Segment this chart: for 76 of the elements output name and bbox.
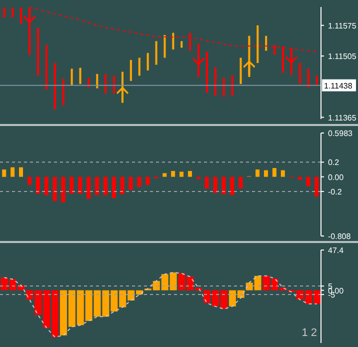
- bar: [316, 76, 318, 86]
- bar: [204, 176, 209, 189]
- bar: [36, 176, 40, 194]
- bar: [214, 67, 216, 96]
- bar: [96, 74, 98, 88]
- y-tick-label: 1.11365: [328, 113, 357, 122]
- bar: [104, 74, 107, 94]
- bar: [222, 78, 225, 97]
- bar: [155, 41, 158, 65]
- y-tick-label: 0.5983: [328, 129, 354, 138]
- point: [243, 60, 256, 74]
- bar: [78, 176, 82, 194]
- line-series: [4, 272, 318, 338]
- point: [24, 9, 36, 24]
- ref-line-label: 1.11438: [324, 81, 353, 90]
- bar: [306, 176, 310, 186]
- bar: [128, 176, 133, 190]
- y-tick-label: 1.11575: [328, 21, 357, 30]
- bar: [172, 32, 174, 50]
- point: [285, 50, 298, 64]
- y-tick-label: 0.00: [328, 172, 344, 182]
- bar: [52, 176, 57, 201]
- bar: [171, 170, 176, 177]
- bar: [222, 176, 226, 194]
- bar: [256, 169, 260, 177]
- bar: [230, 176, 234, 196]
- bar: [19, 167, 24, 177]
- bar: [138, 58, 140, 76]
- bar: [238, 176, 243, 189]
- bar: [162, 173, 167, 177]
- bar: [95, 176, 100, 196]
- y-tick-label: -0.808: [328, 232, 352, 241]
- bar: [298, 176, 302, 180]
- bar: [307, 68, 310, 88]
- bar: [62, 78, 64, 105]
- bar: [213, 176, 218, 193]
- bar: [112, 176, 116, 198]
- y-tick-label: -0.2: [328, 187, 342, 196]
- bar: [120, 176, 124, 194]
- bar: [256, 25, 259, 63]
- bar: [130, 60, 132, 81]
- bar: [27, 176, 32, 185]
- bar: [70, 68, 73, 86]
- bar: [37, 28, 40, 76]
- bar: [79, 68, 82, 84]
- bar: [280, 170, 285, 177]
- bar: [54, 63, 56, 110]
- bar: [113, 76, 116, 94]
- bar: [137, 176, 142, 188]
- bar: [44, 176, 48, 196]
- bar: [10, 167, 15, 177]
- bar: [265, 36, 268, 51]
- bar: [103, 176, 108, 196]
- bar: [164, 35, 166, 58]
- bar: [61, 176, 66, 202]
- bar: [264, 170, 268, 177]
- bar: [180, 172, 184, 177]
- bar: [314, 176, 319, 197]
- bar: [231, 75, 234, 96]
- bar: [298, 63, 301, 84]
- bar: [70, 176, 74, 194]
- bar: [45, 45, 48, 90]
- y-tick-label: 0.2: [328, 158, 340, 168]
- y-tick-label: 47.4: [328, 246, 344, 255]
- bar: [86, 176, 91, 199]
- bar: [188, 170, 192, 177]
- bar: [2, 169, 6, 177]
- bar: [3, 7, 6, 18]
- bar: [12, 7, 14, 18]
- bar: [146, 52, 149, 70]
- bar: [196, 176, 200, 180]
- y-tick-label: 1.11505: [328, 52, 357, 61]
- bar: [180, 41, 183, 48]
- bar: [272, 168, 276, 177]
- annotation: 1 2: [302, 327, 317, 339]
- bar: [146, 176, 150, 185]
